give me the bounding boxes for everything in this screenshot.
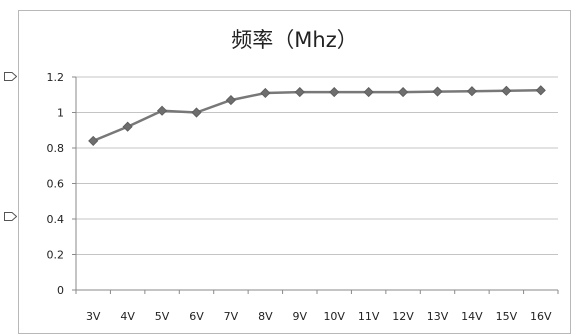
y-tick-label: 0.8 (47, 142, 65, 155)
side-marker-icon (4, 212, 17, 221)
x-tick-label: 6V (189, 310, 204, 323)
y-tick-label: 0.2 (47, 249, 65, 262)
side-marker-icon (4, 72, 17, 81)
x-tick-label: 3V (86, 310, 101, 323)
x-tick-label: 13V (427, 310, 449, 323)
data-point (225, 95, 236, 106)
data-point (466, 86, 477, 97)
data-point (88, 135, 99, 146)
data-point (535, 85, 546, 96)
y-tick-label: 1.2 (47, 71, 65, 84)
y-tick-label: 1 (57, 107, 64, 120)
data-point (329, 87, 340, 98)
data-point (398, 87, 409, 98)
x-tick-label: 9V (293, 310, 308, 323)
data-point (432, 86, 443, 97)
data-point (191, 107, 202, 118)
x-tick-label: 14V (461, 310, 483, 323)
y-tick-label: 0.6 (47, 178, 65, 191)
x-tick-label: 11V (358, 310, 380, 323)
series-line (92, 89, 541, 143)
data-point (260, 87, 271, 99)
y-tick-label: 0.4 (47, 213, 65, 226)
y-tick-label: 0 (57, 284, 64, 297)
data-point (363, 87, 374, 98)
x-tick-label: 7V (224, 310, 239, 323)
data-point (157, 105, 168, 116)
x-tick-label: 15V (496, 310, 518, 323)
x-tick-label: 5V (155, 310, 170, 323)
data-point (501, 85, 512, 96)
x-tick-label: 4V (120, 310, 135, 323)
data-point (122, 121, 133, 132)
data-point (294, 87, 305, 98)
x-tick-label: 16V (530, 310, 552, 323)
x-tick-label: 8V (258, 310, 273, 323)
x-tick-label: 10V (323, 310, 345, 323)
chart-title: 频率（Mhz） (231, 28, 358, 52)
chart-frame (18, 10, 571, 334)
x-tick-label: 12V (392, 310, 414, 323)
